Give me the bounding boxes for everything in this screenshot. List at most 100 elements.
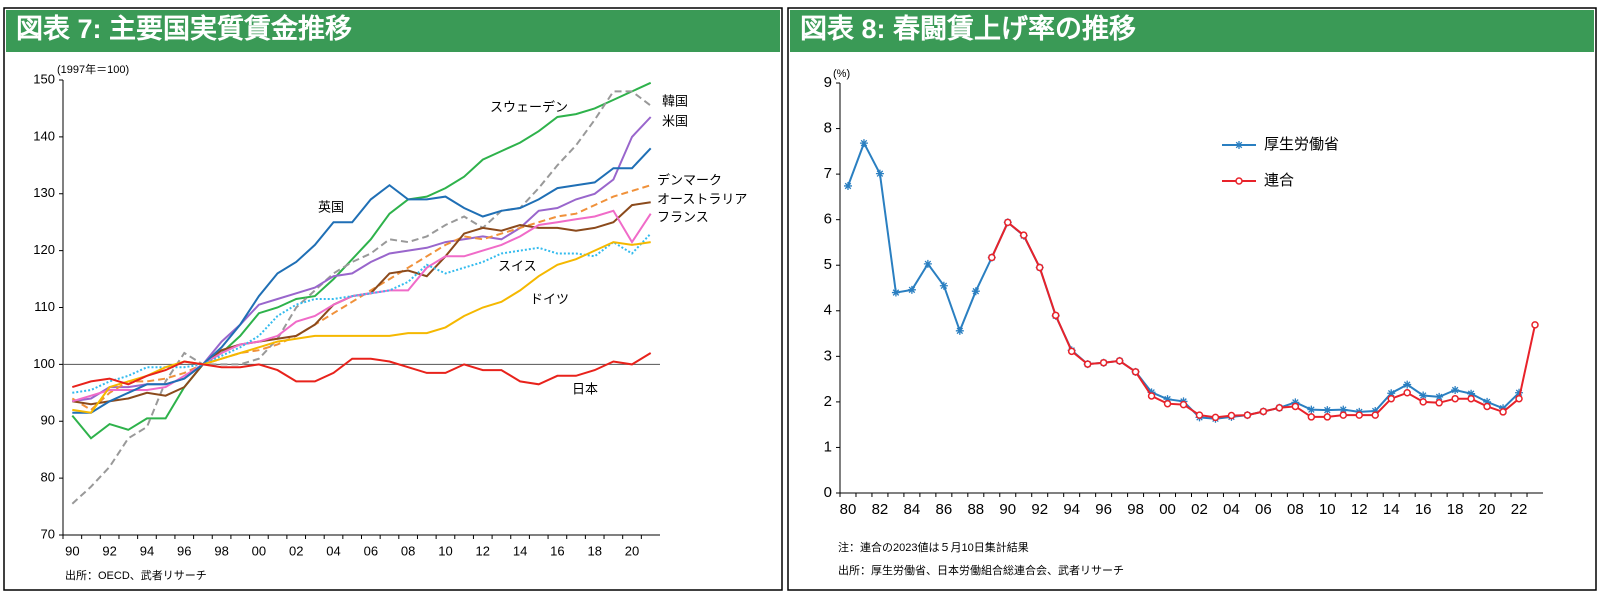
marker xyxy=(1131,368,1140,376)
note: 注：連合の2023値は５月10日集計結果 xyxy=(838,540,1029,554)
series-label: オーストラリア xyxy=(657,191,747,206)
marker xyxy=(1467,394,1475,403)
x-tick-label: 90 xyxy=(999,501,1016,518)
y-unit-label: (1997年＝100) xyxy=(57,62,129,76)
series-label: スウェーデン xyxy=(490,99,568,114)
marker xyxy=(1163,399,1172,408)
x-tick-label: 98 xyxy=(214,543,228,558)
series-label: デンマーク xyxy=(657,172,722,187)
y-tick-label: 2 xyxy=(824,393,832,410)
marker xyxy=(955,326,964,335)
marker xyxy=(1051,311,1060,320)
x-tick-label: 96 xyxy=(1095,501,1112,518)
x-tick-label: 22 xyxy=(1511,501,1528,518)
x-tick-label: 00 xyxy=(252,543,266,558)
marker xyxy=(1243,411,1252,419)
marker xyxy=(1083,360,1092,368)
marker xyxy=(1483,402,1491,411)
series-label: 韓国 xyxy=(662,93,688,108)
x-tick-label: 00 xyxy=(1159,501,1176,518)
series-line xyxy=(71,184,651,412)
marker xyxy=(1515,388,1524,397)
marker xyxy=(1355,411,1364,419)
series-line xyxy=(72,147,652,414)
x-tick-label: 98 xyxy=(1127,501,1144,518)
x-tick-label: 18 xyxy=(587,543,601,558)
x-tick-label: 12 xyxy=(1351,501,1368,518)
marker xyxy=(1291,398,1300,407)
x-tick-label: 16 xyxy=(550,543,564,558)
marker xyxy=(1275,404,1284,412)
series-label: 英国 xyxy=(318,199,344,214)
y-tick-label: 1 xyxy=(824,438,832,455)
y-tick-label: 7 xyxy=(824,165,832,182)
marker xyxy=(875,169,884,178)
marker xyxy=(1291,402,1300,411)
x-tick-label: 04 xyxy=(1223,501,1240,518)
x-tick-label: 88 xyxy=(967,501,984,518)
series-line xyxy=(71,81,652,440)
marker xyxy=(1339,405,1348,414)
x-tick-label: 90 xyxy=(65,543,79,558)
y-tick-label: 9 xyxy=(824,74,832,91)
marker xyxy=(1499,408,1507,416)
x-tick-label: 92 xyxy=(1031,501,1048,518)
x-tick-label: 20 xyxy=(1479,501,1496,518)
source: 出所：OECD、武者リサーチ xyxy=(65,568,207,582)
marker xyxy=(1235,141,1243,149)
marker xyxy=(1531,321,1539,329)
marker xyxy=(1115,357,1124,365)
y-tick-label: 140 xyxy=(33,128,55,143)
marker xyxy=(859,139,868,148)
x-tick-label: 82 xyxy=(872,501,889,518)
marker xyxy=(1307,405,1316,414)
x-tick-label: 02 xyxy=(1191,501,1208,518)
marker xyxy=(891,288,900,297)
x-tick-label: 96 xyxy=(177,543,191,558)
marker xyxy=(1339,411,1348,419)
marker xyxy=(1035,263,1044,272)
legend-label: 厚生労働省 xyxy=(1264,136,1339,153)
marker xyxy=(1435,399,1443,407)
series-label: 日本 xyxy=(572,381,598,396)
y-tick-label: 3 xyxy=(824,347,832,364)
x-tick-label: 14 xyxy=(1383,501,1400,518)
x-tick-label: 10 xyxy=(438,543,452,558)
y-tick-label: 80 xyxy=(41,470,55,485)
marker xyxy=(1163,395,1172,404)
marker xyxy=(1323,413,1332,421)
x-tick-label: 92 xyxy=(102,543,116,558)
chart-title: 図表 8: 春闘賃上げ率の推移 xyxy=(800,13,1136,44)
series-line xyxy=(72,209,652,403)
y-tick-label: 130 xyxy=(33,185,55,200)
series-line xyxy=(72,241,651,414)
marker xyxy=(939,281,948,290)
marker xyxy=(1259,407,1268,416)
marker xyxy=(907,285,916,294)
x-tick-label: 84 xyxy=(904,501,921,518)
x-tick-label: 06 xyxy=(364,543,378,558)
x-tick-label: 80 xyxy=(840,501,857,518)
series-line xyxy=(72,352,652,389)
marker xyxy=(1387,394,1395,403)
y-tick-label: 8 xyxy=(824,120,832,137)
legend-label: 連合 xyxy=(1264,172,1294,189)
marker xyxy=(1451,394,1459,403)
header-bar xyxy=(790,10,1594,52)
x-tick-label: 94 xyxy=(140,543,154,558)
x-tick-label: 16 xyxy=(1415,501,1432,518)
marker xyxy=(1235,177,1243,185)
marker xyxy=(971,287,980,296)
y-unit-label: (%) xyxy=(833,68,850,80)
marker xyxy=(923,259,932,268)
series-label: フランス xyxy=(657,209,709,224)
marker xyxy=(1419,391,1428,400)
y-tick-label: 150 xyxy=(33,71,55,86)
x-tick-label: 14 xyxy=(513,543,527,558)
series-label: 米国 xyxy=(662,113,688,128)
marker xyxy=(1387,389,1396,398)
marker xyxy=(1483,397,1492,406)
marker xyxy=(1227,411,1236,420)
